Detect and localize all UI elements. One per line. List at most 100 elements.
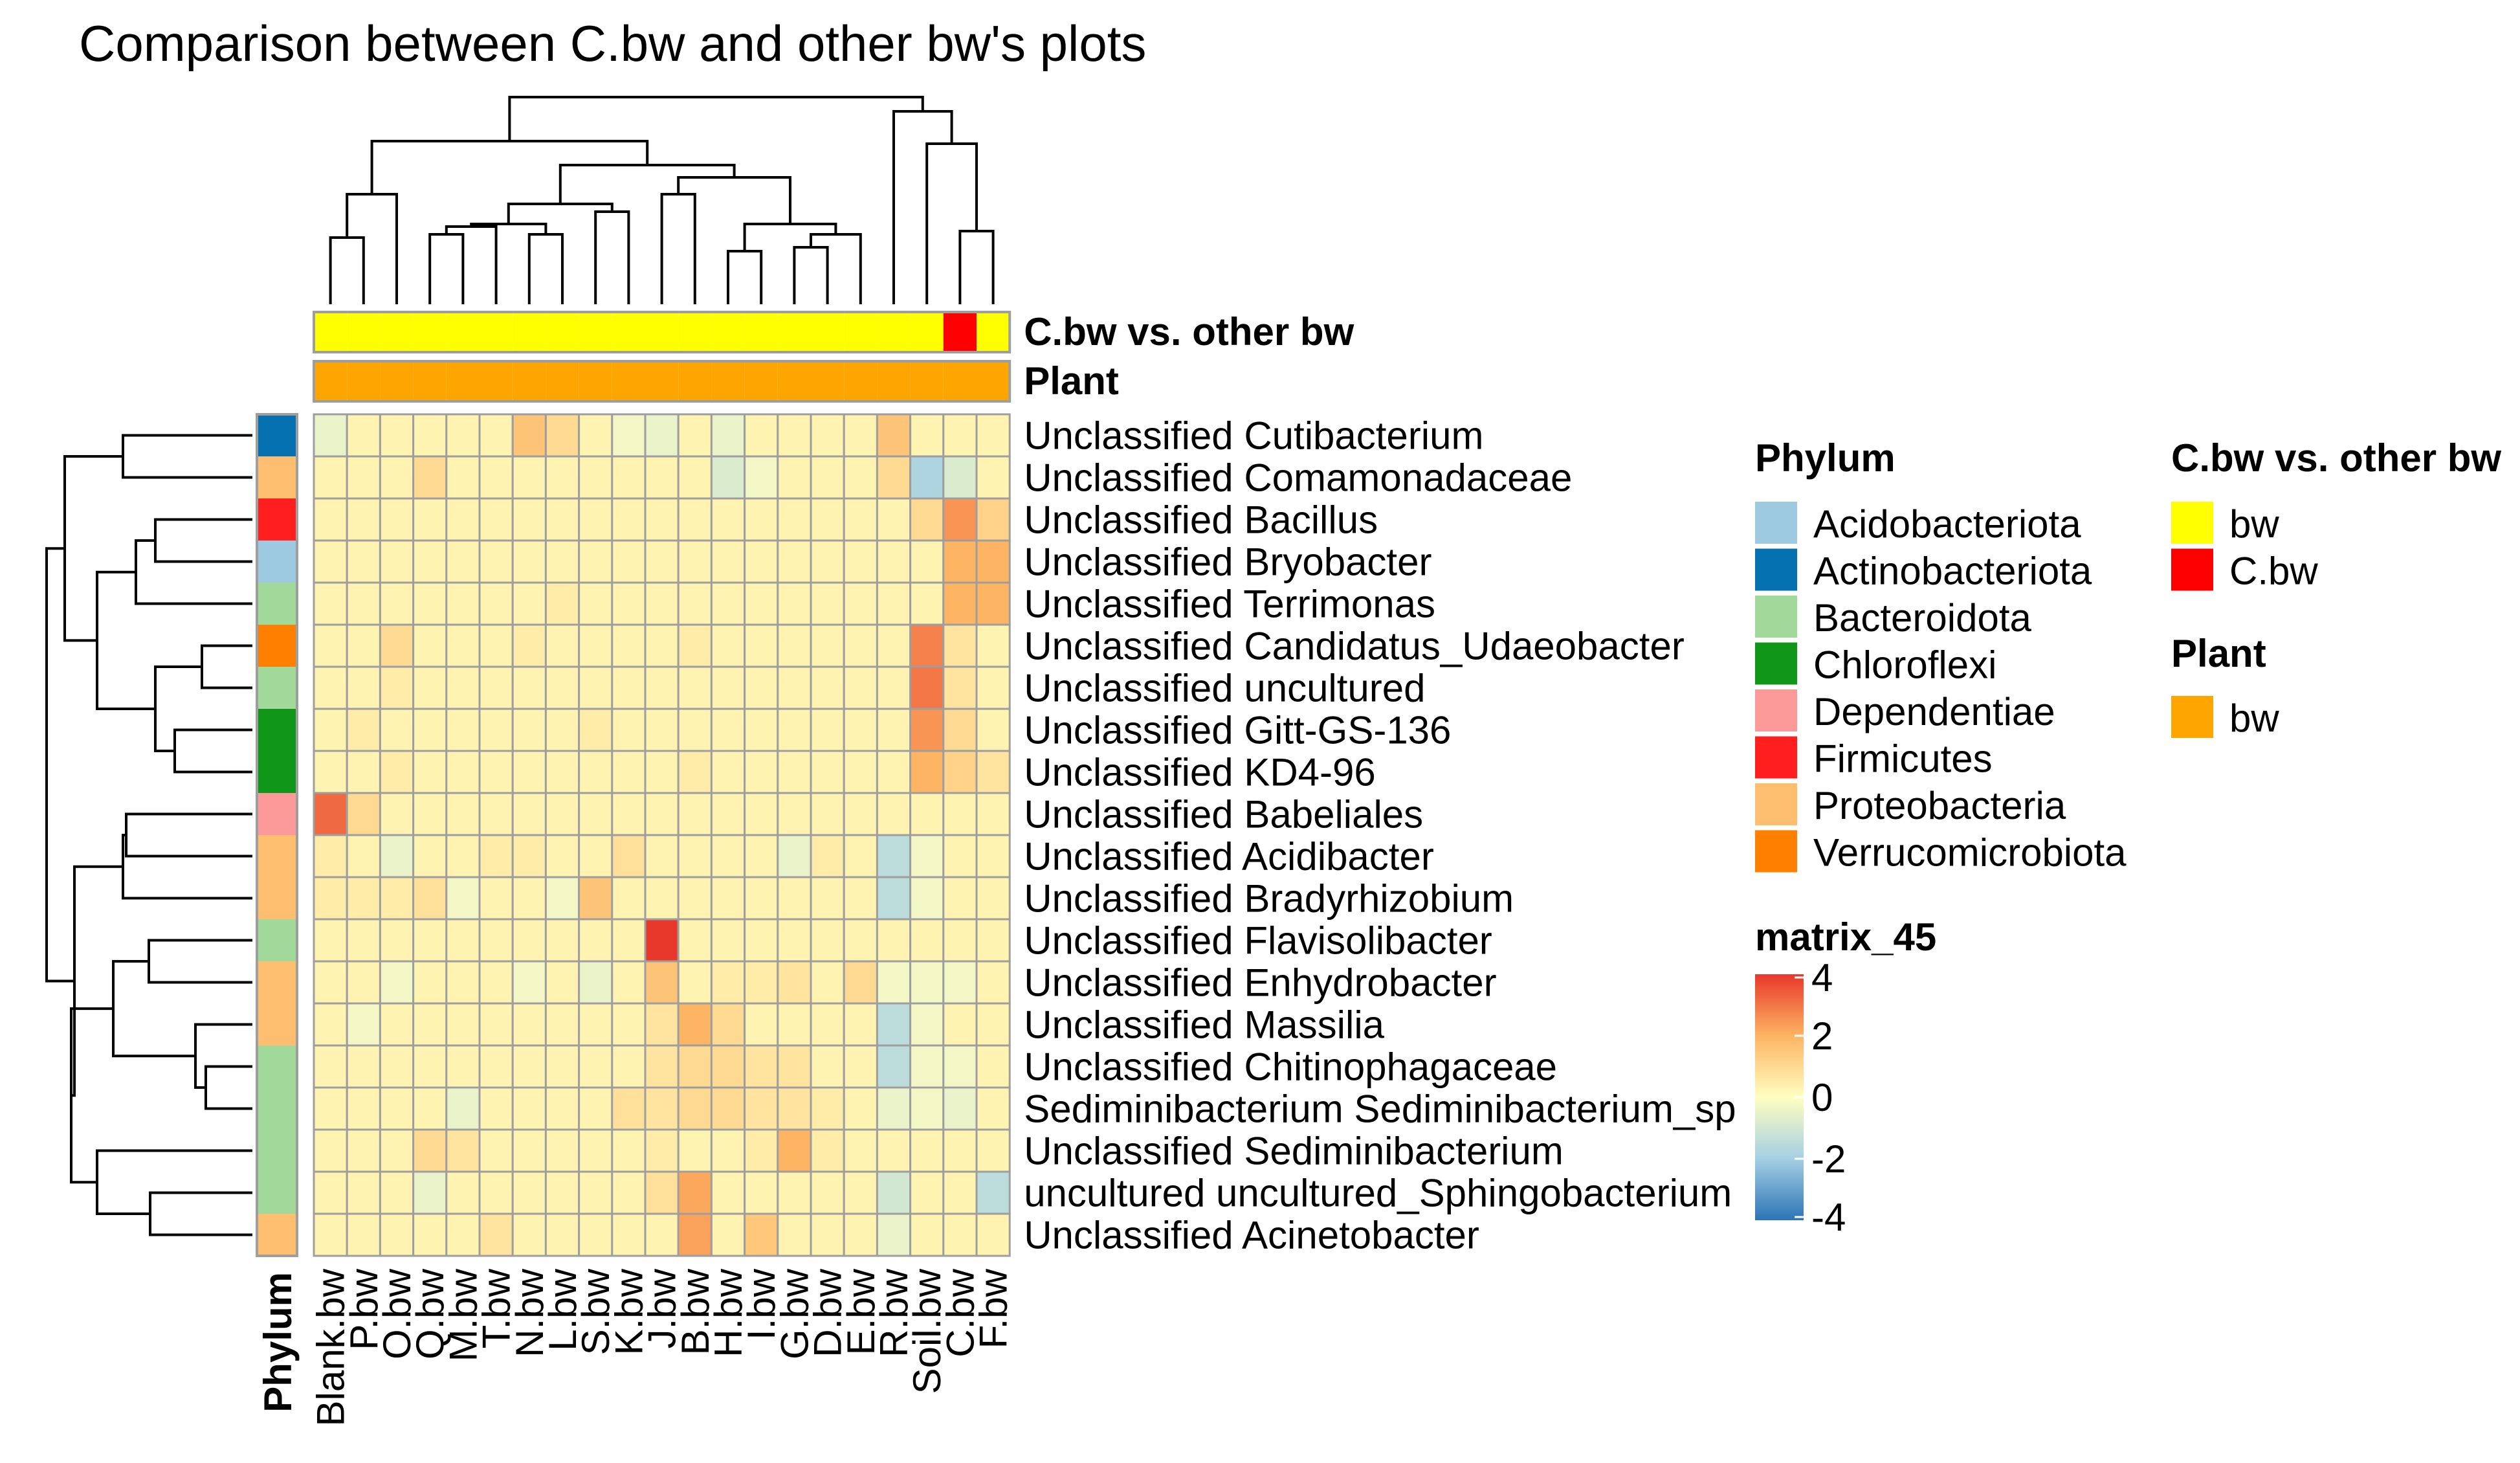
row-label-16: Sediminibacterium Sediminibacterium_sp xyxy=(1024,1088,1736,1131)
cell-r15-c7 xyxy=(544,1044,580,1089)
cell-r4-c17 xyxy=(876,581,912,626)
cell-r6-c5 xyxy=(478,665,514,710)
cell-r6-c17 xyxy=(876,665,912,710)
cell-r10-c3 xyxy=(412,834,448,878)
row-dendro-branch xyxy=(148,939,252,984)
legend-tick--2: -2 xyxy=(1811,1137,1846,1181)
cell-r2-c13 xyxy=(744,497,779,542)
cell-r8-c9 xyxy=(611,750,647,794)
cell-r8-c16 xyxy=(843,750,878,794)
column-label-p-bw: P.bw xyxy=(342,1268,386,1350)
cell-r1-c12 xyxy=(710,455,746,500)
cell-r9-c12 xyxy=(710,792,746,836)
cell-r5-c5 xyxy=(478,623,514,668)
legend-label-plant-bw: bw xyxy=(2229,697,2279,740)
phylum-cell-12 xyxy=(257,919,297,961)
cell-r17-c2 xyxy=(379,1128,415,1173)
cell-r2-c19 xyxy=(942,497,978,542)
cell-r10-c1 xyxy=(346,834,381,878)
legend-label-phylum-dependentiae: Dependentiae xyxy=(1813,690,2055,733)
row-dendro-branch xyxy=(122,834,252,900)
cell-r11-c15 xyxy=(810,876,845,921)
cell-r16-c13 xyxy=(744,1086,779,1131)
cell-r5-c12 xyxy=(710,623,746,668)
cell-r17-c15 xyxy=(810,1128,845,1173)
legend-swatch-phylum-firmicutes xyxy=(1755,736,1797,779)
cell-r0-c11 xyxy=(677,413,713,458)
cell-r13-c19 xyxy=(942,960,978,1005)
cell-r11-c6 xyxy=(511,876,547,921)
cell-r13-c20 xyxy=(975,960,1011,1005)
cell-r13-c9 xyxy=(611,960,647,1005)
cell-r5-c13 xyxy=(744,623,779,668)
legend-label-phylum-firmicutes: Firmicutes xyxy=(1813,737,1993,781)
cell-r4-c16 xyxy=(843,581,878,626)
cell-r15-c13 xyxy=(744,1044,779,1089)
row-label-0: Unclassified Cutibacterium xyxy=(1024,414,1483,458)
annotation-cell-c-bw-vs-other-bw-12 xyxy=(711,312,745,352)
annotation-cell-c-bw-vs-other-bw-14 xyxy=(777,312,811,352)
cell-r8-c19 xyxy=(942,750,978,794)
annotation-cell-plant-18 xyxy=(910,361,944,401)
annotation-cell-c-bw-vs-other-bw-9 xyxy=(612,312,645,352)
column-label-o-bw: O.bw xyxy=(375,1268,419,1359)
annotation-cell-c-bw-vs-other-bw-7 xyxy=(546,312,579,352)
cell-r8-c0 xyxy=(313,750,348,794)
column-label-m-bw: M.bw xyxy=(441,1268,485,1361)
cell-r12-c20 xyxy=(975,918,1011,963)
cell-r3-c11 xyxy=(677,539,713,584)
cell-r14-c18 xyxy=(909,1002,945,1047)
cell-r7-c16 xyxy=(843,708,878,752)
column-label-soil-bw: Soil.bw xyxy=(905,1268,949,1394)
annotation-cell-plant-5 xyxy=(480,361,513,401)
row-label-8: Unclassified KD4-96 xyxy=(1024,751,1376,794)
cell-r11-c4 xyxy=(445,876,481,921)
cell-r7-c4 xyxy=(445,708,481,752)
cell-r3-c20 xyxy=(975,539,1011,584)
row-label-2: Unclassified Bacillus xyxy=(1024,498,1378,542)
annotation-cell-c-bw-vs-other-bw-5 xyxy=(480,312,513,352)
cell-r19-c9 xyxy=(611,1212,647,1257)
cell-r1-c13 xyxy=(744,455,779,500)
cell-r8-c7 xyxy=(544,750,580,794)
row-label-17: Unclassified Sediminibacterium xyxy=(1024,1130,1564,1173)
cell-r6-c15 xyxy=(810,665,845,710)
column-label-g-bw: G.bw xyxy=(773,1268,816,1359)
legend-label-phylum-proteobacteria: Proteobacteria xyxy=(1813,784,2066,827)
row-dendro-branch xyxy=(112,960,195,1058)
cell-r19-c14 xyxy=(777,1212,812,1257)
legend-swatch-phylum-proteobacteria xyxy=(1755,783,1797,825)
cell-r0-c7 xyxy=(544,413,580,458)
annotation-cell-plant-7 xyxy=(546,361,579,401)
legend-label-c-bw-vs-other-bw-c-bw: C.bw xyxy=(2229,550,2318,593)
cell-r11-c8 xyxy=(578,876,613,921)
cell-r14-c9 xyxy=(611,1002,647,1047)
row-dendrogram xyxy=(45,434,252,1236)
cell-r2-c17 xyxy=(876,497,912,542)
cell-r2-c15 xyxy=(810,497,845,542)
col-dendro-branch xyxy=(810,233,862,304)
cell-r14-c10 xyxy=(644,1002,680,1047)
cell-r3-c7 xyxy=(544,539,580,584)
cell-r3-c8 xyxy=(578,539,613,584)
row-annotation-phylum: Phylum xyxy=(256,413,300,1413)
cell-r7-c13 xyxy=(744,708,779,752)
cell-r14-c15 xyxy=(810,1002,845,1047)
legend-label-phylum-bacteroidota: Bacteroidota xyxy=(1813,596,2032,640)
row-label-1: Unclassified Comamonadaceae xyxy=(1024,456,1572,500)
cell-r5-c16 xyxy=(843,623,878,668)
legend-swatch-phylum-acidobacteriota xyxy=(1755,502,1797,544)
cell-r15-c5 xyxy=(478,1044,514,1089)
annotation-cell-plant-3 xyxy=(413,361,447,401)
legend-matrix: matrix_454 2 0 -2 -4 xyxy=(1755,915,1936,1239)
cell-r19-c10 xyxy=(644,1212,680,1257)
cell-r12-c6 xyxy=(511,918,547,963)
cell-r6-c1 xyxy=(346,665,381,710)
column-label-c-bw: C.bw xyxy=(938,1268,982,1357)
annotation-cell-c-bw-vs-other-bw-19 xyxy=(943,312,977,352)
cell-r10-c12 xyxy=(710,834,746,878)
row-dendro-branch xyxy=(96,570,155,710)
cell-r13-c17 xyxy=(876,960,912,1005)
annotation-cell-plant-6 xyxy=(513,361,546,401)
phylum-cell-18 xyxy=(257,1172,297,1214)
